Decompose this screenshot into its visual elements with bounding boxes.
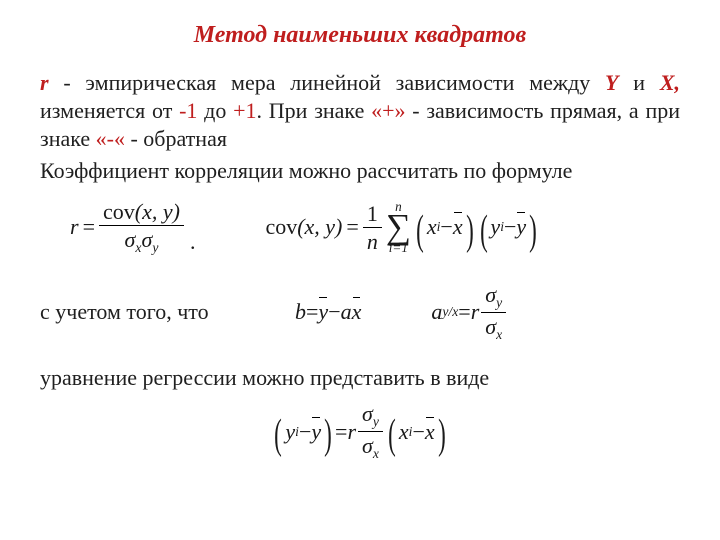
den-n: n (363, 227, 382, 253)
sym-r: r (70, 214, 79, 240)
xi: x (399, 419, 409, 445)
sum-lower: i=1 (389, 241, 408, 254)
yi: y (285, 419, 295, 445)
cov-args: (x, y) (135, 199, 180, 224)
eq: = (335, 419, 347, 445)
ybar: y (318, 299, 328, 325)
var-r: r (40, 70, 49, 95)
sub-x: x (373, 446, 379, 461)
sub-yx: y/x (442, 304, 458, 320)
xbar: x (425, 419, 435, 445)
sigma: σ (362, 401, 373, 426)
formula-a: ay/x = r σy σx (431, 283, 506, 342)
sigma-icon: ∑ (386, 213, 411, 241)
sym-a: a (341, 299, 352, 325)
page-title: Метод наименьших квадратов (40, 22, 680, 49)
sigma: σ (141, 227, 152, 252)
fraction-1n: 1 n (363, 202, 382, 253)
formula-r: r = cov(x, y) σxσy . (70, 200, 195, 255)
xbar: x (352, 299, 362, 325)
formula-row-1: r = cov(x, y) σxσy . cov(x, y) = 1 n n (70, 200, 680, 255)
minus: − (299, 419, 311, 445)
sub-x: x (496, 327, 502, 342)
cov-args: (x, y) (297, 214, 342, 240)
paragraph-3: с учетом того, что (40, 298, 255, 326)
sym-b: b (295, 299, 306, 325)
eq: = (458, 299, 470, 325)
fraction: σy σx (481, 283, 506, 342)
fraction: σy σx (358, 402, 383, 461)
minus: − (412, 419, 424, 445)
sym-r: r (471, 299, 480, 325)
minus: − (504, 214, 516, 240)
summation: n ∑ i=1 (386, 200, 411, 255)
text: . При знаке (257, 98, 372, 123)
text: и (619, 70, 660, 95)
ybar: y (516, 214, 526, 240)
sigma: σ (125, 227, 136, 252)
eq: = (342, 214, 362, 240)
text: изменяется от (40, 98, 179, 123)
yi: y (490, 214, 500, 240)
xi: x (427, 214, 437, 240)
cov-label: cov (265, 214, 297, 240)
num-1: 1 (363, 202, 382, 227)
var-Y: Y (605, 70, 618, 95)
text: - обратная (125, 126, 227, 151)
text: до (197, 98, 233, 123)
eq: = (79, 214, 99, 240)
sub-y: y (152, 239, 158, 254)
period: . (184, 229, 196, 255)
paragraph-1: r - эмпирическая мера линейной зависимос… (40, 69, 680, 153)
minus: − (440, 214, 452, 240)
minus: − (328, 299, 340, 325)
sym-r: r (347, 419, 356, 445)
paragraph-2: Коэффициент корреляции можно рассчитать … (40, 157, 680, 185)
formula-row-3: ( yi − y ) = r σy σx ( xi − x ) (40, 402, 680, 461)
cov-label: cov (103, 199, 135, 224)
minus-quote: «-« (96, 126, 125, 151)
paragraph-4: уравнение регрессии можно представить в … (40, 364, 680, 392)
fraction: cov(x, y) σxσy (99, 200, 184, 255)
sub-y: y (373, 414, 379, 429)
formula-b: b = y − ax (295, 299, 361, 325)
neg-one: -1 (179, 98, 197, 123)
formula-regression: ( yi − y ) = r σy σx ( xi − x ) (271, 402, 448, 461)
sub-y: y (496, 295, 502, 310)
plus-quote: «+» (371, 98, 405, 123)
text: - эмпирическая мера линейной зависимости… (49, 70, 605, 95)
sigma: σ (485, 314, 496, 339)
ybar: y (311, 419, 321, 445)
eq: = (306, 299, 318, 325)
formula-row-2: с учетом того, что b = y − ax ay/x = r σ… (40, 283, 680, 342)
sigma: σ (362, 433, 373, 458)
sigma: σ (485, 282, 496, 307)
sym-a: a (431, 299, 442, 325)
xbar: x (453, 214, 463, 240)
pos-one: +1 (233, 98, 256, 123)
var-X: X, (660, 70, 680, 95)
formula-cov: cov(x, y) = 1 n n ∑ i=1 ( xi − x ) ( yi … (265, 200, 540, 255)
